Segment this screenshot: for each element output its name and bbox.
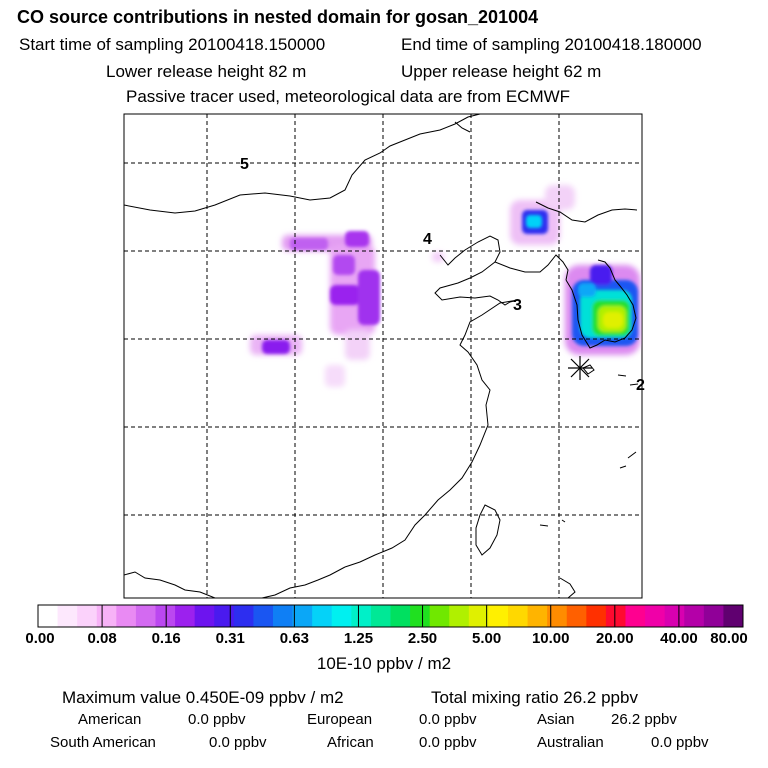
colorbar-tick-label: 0.00 [25, 630, 55, 647]
colorbar-tick-label: 10.00 [531, 630, 570, 647]
colorbar-swatch [664, 605, 685, 627]
colorbar-swatch [135, 605, 156, 627]
colorbar-swatch [253, 605, 274, 627]
colorbar-swatch [194, 605, 215, 627]
colorbar-swatch [703, 605, 724, 627]
colorbar-swatch [214, 605, 235, 627]
south-american-label: South American [50, 734, 156, 751]
max-value: Maximum value 0.450E-09 ppbv / m2 [62, 688, 344, 707]
african-value: 0.0 ppbv [419, 734, 477, 751]
region-label-5: 5 [240, 156, 249, 173]
colorbar-swatch [625, 605, 646, 627]
colorbar-swatch [449, 605, 470, 627]
colorbar-swatch [566, 605, 587, 627]
colorbar-swatch [331, 605, 352, 627]
colorbar-swatch [96, 605, 117, 627]
colorbar-swatch [488, 605, 509, 627]
page-title: CO source contributions in nested domain… [17, 7, 539, 27]
colorbar-tick-label: 0.08 [87, 630, 117, 647]
asian-label: Asian [537, 711, 575, 728]
colorbar-tick-label: 0.63 [279, 630, 309, 647]
colorbar-swatch [312, 605, 333, 627]
colorbar-border [37, 604, 744, 628]
colorbar-swatch [116, 605, 137, 627]
colorbar-swatch [645, 605, 666, 627]
lower-release-height: Lower release height 82 m [106, 62, 307, 81]
colorbar-tick-label: 20.00 [596, 630, 634, 647]
european-label: European [307, 711, 373, 728]
asian-value: 26.2 ppbv [611, 711, 677, 728]
receptor-asterisk-icon [568, 356, 592, 380]
colorbar-swatch [684, 605, 705, 627]
colorbar-swatch [351, 605, 372, 627]
colorbar-swatch [605, 605, 626, 627]
colorbar-swatch [527, 605, 548, 627]
colorbar-swatch [410, 605, 431, 627]
colorbar-swatch [273, 605, 293, 627]
colorbar-swatch [508, 605, 528, 627]
colorbar-tick-label: 0.16 [151, 630, 181, 647]
colorbar-tick-label: 0.31 [215, 630, 245, 647]
colorbar-swatch [429, 605, 450, 627]
colorbar-tick-label: 40.00 [660, 630, 698, 647]
colorbar [37, 604, 744, 628]
colorbar-swatch [175, 605, 196, 627]
colorbar-tick-label: 1.25 [343, 630, 374, 647]
start-time: Start time of sampling 20100418.150000 [19, 35, 326, 54]
colorbar-swatch [292, 605, 313, 627]
south-american-value: 0.0 ppbv [209, 734, 267, 751]
lat-lon-grid [124, 114, 642, 598]
end-time: End time of sampling 20100418.180000 [401, 35, 702, 54]
colorbar-swatch [38, 605, 58, 627]
concentration-plume [250, 185, 640, 387]
colorbar-swatch [468, 605, 489, 627]
colorbar-units: 10E-10 ppbv / m2 [316, 654, 452, 673]
colorbar-swatch [233, 605, 254, 627]
colorbar-swatch [77, 605, 98, 627]
colorbar-tick-label: 5.00 [472, 630, 502, 647]
colorbar-tick-label: 2.50 [407, 630, 438, 647]
colorbar-swatch [370, 605, 391, 627]
region-label-2: 2 [636, 377, 645, 394]
colorbar-swatch [723, 605, 744, 627]
colorbar-swatch [390, 605, 411, 627]
coastlines [124, 114, 639, 598]
australian-label: Australian [537, 734, 604, 751]
colorbar-swatch [57, 605, 78, 627]
colorbar-swatch [586, 605, 607, 627]
total-mixing-ratio: Total mixing ratio 26.2 ppbv [431, 688, 638, 707]
colorbar-swatch [547, 605, 568, 627]
region-label-3: 3 [513, 297, 522, 314]
tracer-note: Passive tracer used, meteorological data… [126, 87, 571, 106]
australian-value: 0.0 ppbv [651, 734, 709, 751]
american-value: 0.0 ppbv [188, 711, 246, 728]
african-label: African [327, 734, 374, 751]
upper-release-height: Upper release height 62 m [401, 62, 602, 81]
region-label-4: 4 [423, 231, 432, 248]
american-label: American [78, 711, 142, 728]
colorbar-tick-label: 80.00 [710, 630, 748, 647]
european-value: 0.0 ppbv [419, 711, 477, 728]
colorbar-swatch [155, 605, 176, 627]
